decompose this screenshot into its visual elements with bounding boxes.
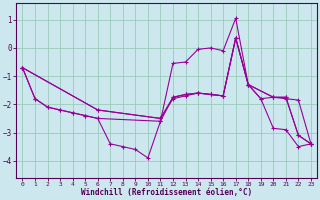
X-axis label: Windchill (Refroidissement éolien,°C): Windchill (Refroidissement éolien,°C) — [81, 188, 252, 197]
